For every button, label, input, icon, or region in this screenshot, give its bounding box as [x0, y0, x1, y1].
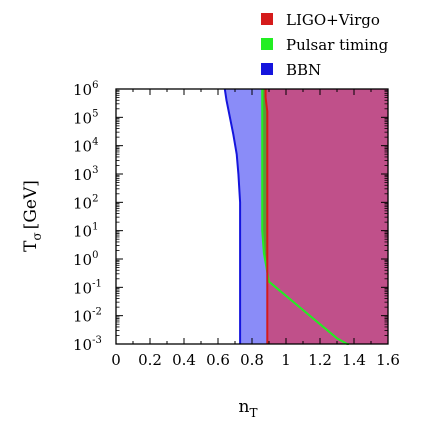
y-tick-label: 106 [73, 80, 98, 99]
legend-swatch-ligo-virgo [261, 13, 273, 25]
legend-label-ligo-virgo: LIGO+Virgo [286, 11, 380, 29]
x-tick-label: 0.8 [240, 351, 264, 369]
y-tick-label: 10-3 [73, 335, 102, 354]
legend-swatch-bbn [261, 63, 273, 75]
tick-layer: 0 0.2 0.4 0.6 0.8 1 1.2 1.4 1.6 10-3 10-2 10-1 100 10… [73, 80, 400, 369]
y-tick-label: 105 [73, 108, 98, 127]
legend-label-pulsar-timing: Pulsar timing [286, 36, 389, 54]
y-axis-label-unit: [GeV] [21, 180, 41, 229]
y-tick-label: 102 [73, 193, 98, 212]
y-tick-label: 103 [73, 165, 98, 184]
boundary-bbn [223, 88, 242, 344]
x-tick-label: 0.4 [172, 351, 196, 369]
region-layer [224, 89, 388, 344]
x-axis-label-subscript: T [249, 406, 257, 420]
x-tick-label: 1.2 [308, 351, 332, 369]
boundary-ligo-virgo [264, 89, 269, 344]
x-axis-label: nT [239, 397, 258, 420]
legend-label-bbn: BBN [286, 61, 321, 79]
x-tick-label: 1 [281, 351, 291, 369]
y-axis-label-subscript: σ [30, 232, 44, 240]
y-tick-label: 10-2 [73, 307, 102, 326]
y-tick-label: 101 [73, 222, 98, 241]
y-tick-label: 10-1 [73, 278, 102, 297]
y-axis-label: Tσ[GeV] [21, 180, 44, 252]
x-tick-label: 1.6 [376, 351, 400, 369]
boundary-layer [223, 88, 349, 345]
x-tick-label: 1.4 [342, 351, 366, 369]
legend: LIGO+Virgo Pulsar timing BBN [261, 11, 389, 79]
x-tick-label: 0 [111, 351, 121, 369]
y-tick-label: 104 [73, 137, 98, 156]
region-ligo-virgo [265, 89, 388, 344]
y-tick-label: 100 [73, 250, 98, 269]
x-tick-label: 0.6 [206, 351, 230, 369]
boundary-pulsar-timing [261, 89, 349, 345]
legend-swatch-pulsar-timing [261, 38, 273, 50]
x-tick-label: 0.2 [138, 351, 162, 369]
